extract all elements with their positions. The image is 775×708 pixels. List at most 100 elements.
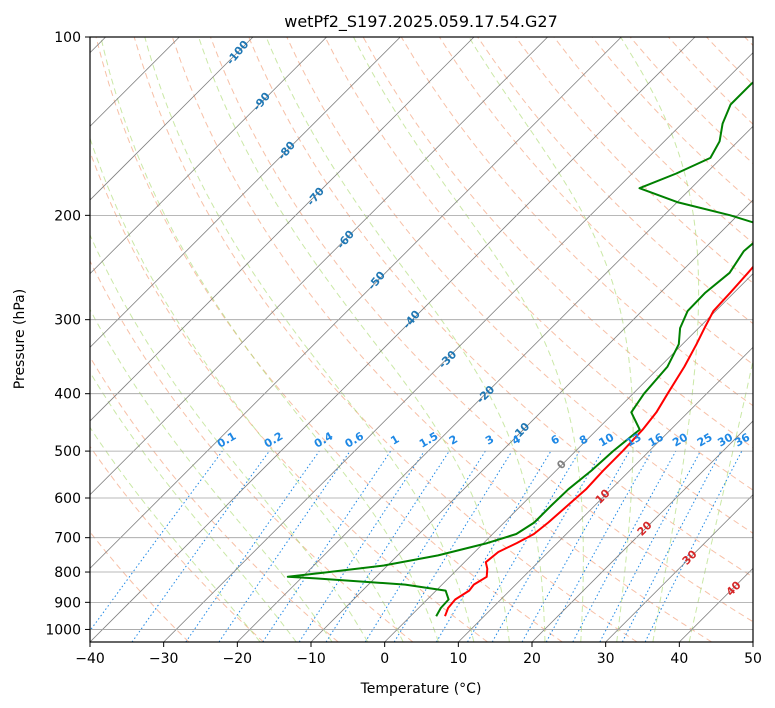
x-tick-label: −30	[149, 651, 179, 667]
moist-adiabat-line	[620, 37, 700, 642]
mixing-ratio-line	[364, 450, 486, 642]
x-axis-label: Temperature (°C)	[360, 681, 482, 697]
dry-adiabat-line	[133, 37, 638, 642]
x-tick-label: 0	[380, 651, 389, 667]
y-axis-label: Pressure (hPa)	[12, 289, 28, 389]
x-tick-label: 20	[523, 651, 541, 667]
moist-adiabat-line	[90, 426, 261, 642]
isotherm-line	[90, 37, 327, 275]
dry-adiabat-label: 20	[635, 518, 655, 538]
isotherm-line	[90, 37, 475, 422]
isotherm-line	[90, 37, 696, 642]
y-tick-label: 200	[54, 208, 81, 224]
series-layer	[286, 81, 753, 617]
isotherm-line	[90, 37, 622, 569]
mixing-ratio-label: 1	[388, 433, 401, 448]
mixing-ratio-label: 3	[483, 433, 496, 448]
dry-adiabat-line	[706, 37, 753, 86]
isopleth-label-layer: -100-90-80-70-60-50-40-30-20-10010203040…	[215, 38, 752, 599]
dry-adiabat-line	[324, 37, 753, 491]
dry-adiabat-line	[248, 37, 753, 578]
dry-adiabat-line	[553, 37, 753, 244]
moist-adiabat-line	[468, 37, 634, 642]
isotherm-line	[163, 52, 753, 642]
isotherm-line	[237, 125, 753, 642]
isotherm-line	[310, 199, 753, 642]
mixing-ratio-label: 8	[577, 433, 590, 448]
mixing-ratio-label: 0.6	[343, 429, 367, 450]
dry-adiabat-label: -30	[436, 348, 459, 371]
dry-adiabat-line	[171, 37, 712, 642]
dewpoint-line	[286, 81, 753, 617]
x-tick-label: 10	[449, 651, 467, 667]
dry-adiabat-label: 10	[593, 486, 613, 506]
isotherm-line	[90, 37, 254, 201]
mixing-ratio-line	[131, 450, 270, 642]
temperature-line	[444, 265, 753, 617]
isotherm-line	[458, 346, 753, 642]
moist-adiabat-line	[100, 37, 439, 642]
x-axis: −40 −30 −20 −10 0 10 20 30 40 50	[75, 642, 762, 667]
plot-frame	[89, 36, 754, 643]
mixing-ratio-label: 16	[646, 430, 666, 449]
y-tick-label: 700	[54, 531, 81, 547]
isotherm-line	[752, 641, 753, 642]
dry-adiabat-line	[90, 150, 488, 642]
x-tick-label: 40	[670, 651, 688, 667]
mixing-ratio-label: 2	[447, 433, 460, 448]
mixing-ratio-label: 0.1	[215, 430, 238, 451]
dry-adiabat-line	[90, 531, 190, 642]
dry-adiabat-line	[95, 37, 563, 642]
x-tick-label: −10	[296, 651, 326, 667]
moist-adiabat-line	[198, 37, 510, 642]
mixing-ratio-label: 6	[549, 432, 562, 447]
mixing-ratio-line	[393, 450, 513, 642]
mixing-ratio-line	[298, 450, 425, 642]
mixing-ratio-line	[90, 450, 223, 632]
isotherm-line	[531, 420, 753, 642]
dry-adiabat-line	[591, 37, 753, 204]
dry-adiabat-line	[515, 37, 753, 284]
dry-adiabat-line	[744, 37, 753, 47]
mixing-ratio-label: 36	[732, 430, 752, 449]
mixing-ratio-line	[545, 450, 653, 642]
y-tick-label: 400	[54, 387, 81, 403]
isotherm-line	[90, 37, 401, 348]
dry-adiabat-label: 40	[724, 578, 744, 598]
isotherm-line	[384, 273, 753, 642]
y-tick-label: 900	[54, 595, 81, 611]
moist-adiabat-line	[90, 308, 333, 642]
dry-adiabat-line	[90, 445, 264, 642]
y-axis: 100 200 300 400 500 600 700 800 900 1000	[45, 30, 90, 638]
dry-adiabat-line	[210, 37, 753, 623]
mixing-ratio-line	[521, 450, 630, 642]
grid-layer	[90, 37, 753, 642]
isotherm-line	[605, 494, 753, 642]
moist-adiabat-line	[90, 136, 404, 642]
mixing-ratio-line	[185, 450, 320, 642]
x-tick-label: 50	[744, 651, 762, 667]
mixing-ratio-line	[572, 450, 677, 642]
isotherm-line	[90, 37, 548, 496]
mixing-ratio-line	[325, 450, 450, 642]
moist-adiabat-line	[144, 37, 475, 642]
moist-adiabat-line	[688, 358, 753, 642]
y-tick-label: 1000	[45, 622, 81, 638]
mixing-ratio-line	[262, 450, 392, 642]
mixing-ratio-line	[599, 450, 701, 642]
dry-adiabat-line	[90, 356, 339, 642]
y-tick-label: 300	[54, 313, 81, 329]
chart-title: wetPf2_S197.2025.059.17.54.G27	[284, 12, 558, 32]
x-tick-label: 30	[597, 651, 615, 667]
x-tick-label: −20	[223, 651, 253, 667]
dry-adiabat-label: -50	[365, 269, 388, 293]
mixing-ratio-label: 0.2	[262, 430, 285, 451]
y-tick-label: 800	[54, 565, 81, 581]
y-tick-label: 600	[54, 491, 81, 507]
moist-adiabat-line	[353, 37, 584, 642]
x-tick-label: −40	[75, 651, 105, 667]
dry-adiabat-line	[90, 259, 414, 642]
moist-adiabat-line	[265, 37, 546, 642]
mixing-ratio-line	[644, 450, 743, 642]
